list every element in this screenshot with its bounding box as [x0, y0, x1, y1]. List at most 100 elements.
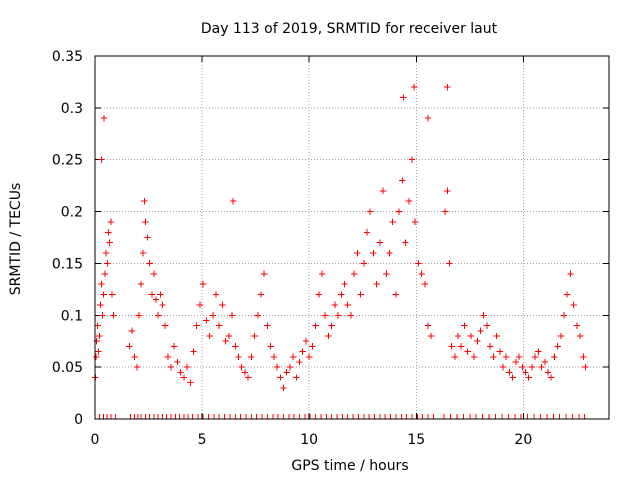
data-point	[424, 115, 432, 122]
y-tick-label-5: 0.25	[52, 153, 83, 169]
data-point	[206, 332, 213, 340]
data-point	[228, 312, 236, 319]
x-tick-label-0: 0	[91, 432, 100, 448]
x-tick-label-2: 10	[300, 432, 318, 448]
data-point	[454, 332, 462, 340]
data-point	[399, 177, 406, 184]
data-point	[573, 322, 581, 329]
data-point	[367, 208, 374, 215]
data-point	[424, 322, 432, 329]
data-point	[474, 338, 481, 345]
data-point	[196, 301, 204, 309]
data-point	[183, 363, 191, 371]
data-point	[162, 322, 169, 329]
data-point	[444, 187, 451, 195]
data-point	[560, 312, 568, 319]
y-tick-label-2: 0.1	[61, 308, 83, 324]
data-point	[225, 332, 233, 340]
data-point	[580, 353, 587, 360]
data-point	[470, 353, 478, 360]
x-axis-label: GPS time / hours	[291, 458, 408, 474]
data-point	[144, 234, 151, 241]
data-point	[503, 353, 510, 360]
data-point	[157, 291, 164, 298]
data-point	[395, 208, 403, 215]
data-point	[464, 348, 471, 355]
data-point	[506, 369, 513, 376]
data-point	[467, 332, 475, 340]
data-point	[554, 343, 561, 350]
data-point	[257, 291, 265, 298]
data-point	[347, 312, 355, 319]
data-point	[229, 198, 237, 205]
data-point	[312, 322, 319, 329]
data-point	[446, 260, 453, 267]
data-point	[408, 156, 416, 163]
data-point	[305, 353, 313, 360]
data-point	[515, 353, 523, 360]
data-point	[150, 270, 158, 277]
data-point	[373, 280, 380, 288]
data-point	[110, 312, 117, 319]
data-point	[544, 369, 552, 376]
data-point	[547, 374, 555, 381]
data-point	[108, 291, 116, 298]
data-point	[370, 249, 377, 257]
data-point	[535, 348, 542, 355]
data-point	[107, 218, 115, 226]
data-point	[154, 312, 162, 319]
data-point	[344, 301, 351, 309]
data-point	[410, 83, 418, 91]
data-point	[280, 384, 287, 392]
data-point	[98, 156, 105, 163]
data-point	[180, 374, 188, 381]
data-point	[174, 358, 181, 366]
data-point	[525, 374, 532, 381]
data-point	[139, 249, 147, 257]
data-point	[101, 270, 109, 277]
data-point	[244, 374, 252, 381]
data-point	[106, 239, 113, 246]
data-point	[499, 363, 507, 371]
data-point	[444, 83, 451, 91]
data-point	[392, 291, 400, 298]
data-point	[386, 249, 393, 257]
data-point	[418, 270, 425, 277]
data-point	[350, 270, 358, 277]
data-point	[302, 338, 310, 345]
data-point	[405, 198, 412, 205]
baseline-markers-layer	[98, 414, 585, 419]
data-point	[334, 312, 342, 319]
data-point	[458, 343, 465, 350]
data-point	[167, 363, 175, 371]
data-point	[415, 260, 422, 267]
data-point	[148, 291, 155, 298]
data-point	[354, 249, 361, 257]
data-point	[299, 348, 306, 355]
data-point	[496, 348, 503, 355]
tick-layer: 0 5 10 15 20 0 0.05 0.1 0.15 0.2 0.25 0.3 0.35	[52, 49, 609, 448]
data-point	[95, 348, 102, 355]
data-point	[131, 353, 138, 360]
data-point	[105, 229, 112, 236]
data-point	[126, 343, 133, 350]
data-point	[331, 301, 339, 309]
data-point	[293, 374, 300, 381]
data-point	[483, 322, 491, 329]
y-tick-label-3: 0.15	[52, 256, 83, 272]
data-point	[267, 343, 274, 350]
data-point	[260, 270, 268, 277]
data-point	[193, 322, 200, 329]
data-point	[99, 312, 106, 319]
x-tick-label-4: 20	[514, 432, 532, 448]
y-axis-label: SRMTID / TECUs	[8, 183, 24, 296]
data-point	[486, 343, 494, 350]
data-point	[379, 187, 387, 195]
data-point	[216, 322, 223, 329]
data-point	[219, 301, 226, 309]
data-point	[96, 332, 103, 340]
data-points-layer	[92, 83, 589, 392]
data-point	[541, 358, 548, 366]
data-point	[570, 301, 577, 309]
